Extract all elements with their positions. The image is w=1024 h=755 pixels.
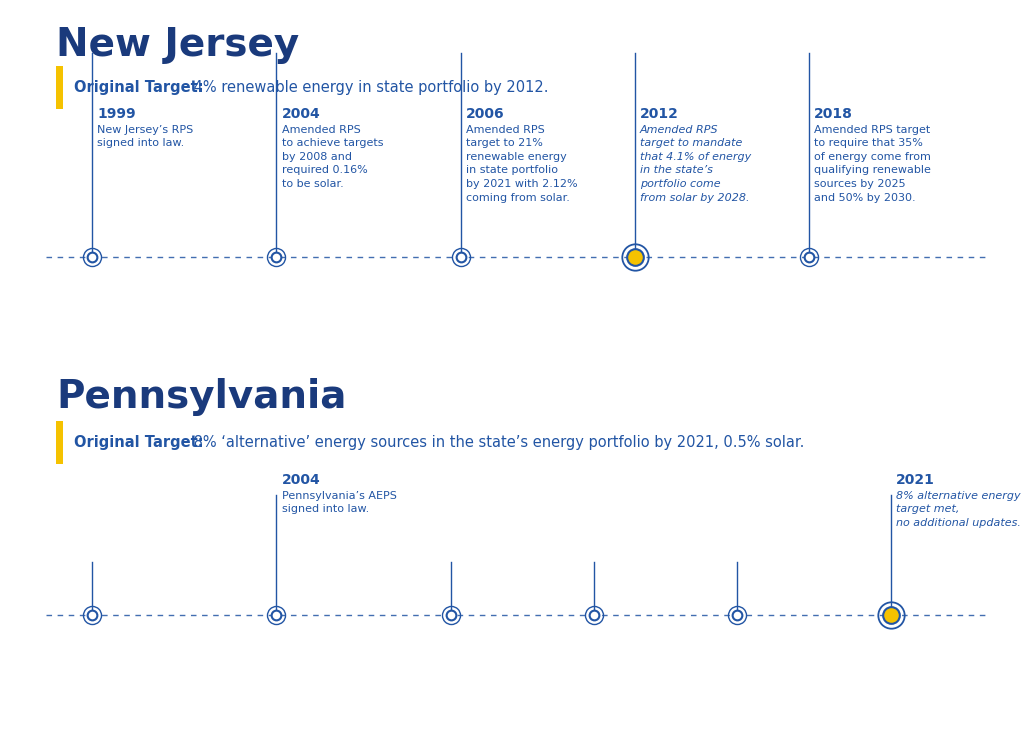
Text: Pennsylvania’s AEPS
signed into law.: Pennsylvania’s AEPS signed into law.	[282, 491, 396, 514]
Text: 2006: 2006	[466, 106, 505, 121]
Text: Amended RPS
to achieve targets
by 2008 and
required 0.16%
to be solar.: Amended RPS to achieve targets by 2008 a…	[282, 125, 383, 189]
Text: Amended RPS target
to require that 35%
of energy come from
qualifying renewable
: Amended RPS target to require that 35% o…	[814, 125, 931, 202]
Bar	[56, 421, 63, 464]
Text: Amended RPS
target to 21%
renewable energy
in state portfolio
by 2021 with 2.12%: Amended RPS target to 21% renewable ener…	[466, 125, 578, 202]
Text: 1999: 1999	[97, 106, 136, 121]
Text: Pennsylvania: Pennsylvania	[56, 378, 347, 415]
Bar	[56, 66, 63, 109]
Text: 8% ‘alternative’ energy sources in the state’s energy portfolio by 2021, 0.5% so: 8% ‘alternative’ energy sources in the s…	[189, 435, 805, 450]
Text: Original Target:: Original Target:	[74, 80, 204, 95]
Text: 2018: 2018	[814, 106, 853, 121]
Text: 2004: 2004	[282, 106, 321, 121]
Text: 4% renewable energy in state portfolio by 2012.: 4% renewable energy in state portfolio b…	[189, 80, 549, 95]
Text: Original Target:: Original Target:	[74, 435, 204, 450]
Text: New Jersey’s RPS
signed into law.: New Jersey’s RPS signed into law.	[97, 125, 194, 148]
Text: 2021: 2021	[896, 473, 935, 487]
Text: 2004: 2004	[282, 473, 321, 487]
Text: New Jersey: New Jersey	[56, 26, 300, 64]
Text: 8% alternative energy
target met,
no additional updates.: 8% alternative energy target met, no add…	[896, 491, 1021, 528]
Text: 2012: 2012	[640, 106, 679, 121]
Text: Amended RPS
target to mandate
that 4.1% of energy
in the state’s
portfolio come
: Amended RPS target to mandate that 4.1% …	[640, 125, 752, 202]
